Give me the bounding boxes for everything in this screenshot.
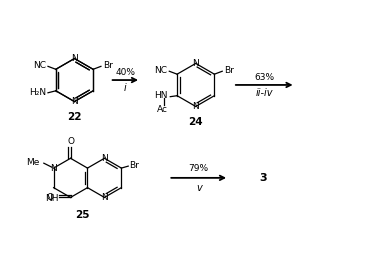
- Text: Br: Br: [129, 161, 139, 170]
- Text: HN: HN: [154, 91, 167, 100]
- Text: O: O: [47, 193, 54, 202]
- Text: 22: 22: [67, 112, 82, 122]
- Text: v: v: [196, 183, 201, 193]
- Text: O: O: [67, 137, 74, 146]
- Text: Br: Br: [224, 66, 234, 75]
- Text: N: N: [71, 54, 78, 63]
- Text: N: N: [101, 193, 108, 202]
- Text: 24: 24: [189, 117, 203, 127]
- Text: NH: NH: [45, 194, 58, 202]
- Text: 63%: 63%: [254, 73, 274, 82]
- Text: i: i: [124, 83, 127, 93]
- Text: N: N: [192, 102, 199, 111]
- Text: 3: 3: [259, 173, 267, 183]
- Text: N: N: [50, 164, 57, 172]
- Text: 25: 25: [75, 210, 90, 220]
- Text: 40%: 40%: [115, 68, 135, 77]
- Text: N: N: [71, 97, 78, 106]
- Text: ii-iv: ii-iv: [255, 88, 273, 98]
- Text: NC: NC: [33, 61, 46, 70]
- Text: Ac: Ac: [157, 105, 168, 114]
- Text: N: N: [101, 154, 108, 163]
- Text: N: N: [192, 59, 199, 68]
- Text: 79%: 79%: [189, 164, 209, 172]
- Text: H₂N: H₂N: [29, 88, 46, 97]
- Text: Me: Me: [27, 158, 40, 167]
- Text: NC: NC: [154, 66, 167, 75]
- Text: Br: Br: [103, 61, 113, 70]
